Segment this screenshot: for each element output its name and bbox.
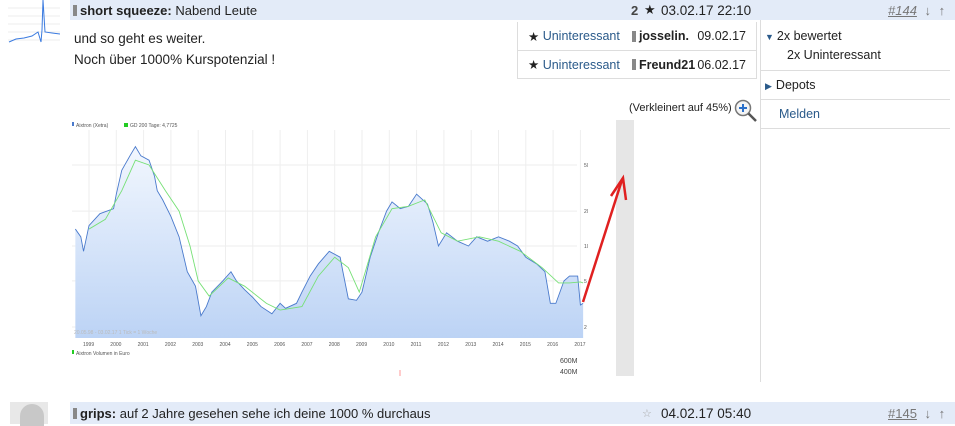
- post-author[interactable]: grips:: [80, 405, 117, 421]
- rating-label: Uninteressant: [542, 29, 620, 43]
- legend-price-swatch: [72, 122, 74, 126]
- rating-date: 06.02.17: [697, 57, 746, 72]
- prev-post-arrow[interactable]: ↑: [938, 2, 946, 18]
- next-post-arrow[interactable]: ↓: [924, 2, 932, 18]
- post-text-line: Noch über 1000% Kurspotenzial !: [74, 52, 276, 67]
- depots-label: Depots: [775, 78, 816, 92]
- year-tick: 2016: [547, 342, 558, 348]
- rating-row: ★ Uninteressant josselin. 09.02.17: [518, 22, 756, 50]
- moving-average-line: [88, 159, 584, 311]
- user-status-icon: [632, 30, 636, 42]
- red-arrow-annotation: [581, 174, 628, 303]
- caret-right-icon: ▶: [765, 81, 772, 91]
- caret-down-icon: ▼: [765, 32, 774, 42]
- year-tick: 2014: [493, 342, 504, 348]
- rated-detail: 2x Uninteressant: [787, 48, 881, 62]
- year-tick: 2005: [247, 342, 258, 348]
- ratings-toggle[interactable]: ▼ 2x bewertet: [765, 27, 950, 46]
- year-tick: 2004: [220, 342, 231, 348]
- rating-date: 09.02.17: [697, 29, 746, 43]
- post-sidebar: ▼ 2x bewertet 2x Uninteressant ▶ Depots Me…: [760, 20, 950, 382]
- y-tick: 20: [584, 209, 588, 215]
- image-scale-note: (Verkleinert auf 45%): [629, 102, 732, 114]
- year-tick: 2010: [383, 342, 394, 348]
- post-header: grips: auf 2 Jahre gesehen sehe ich dein…: [70, 402, 955, 424]
- report-link[interactable]: Melden: [761, 100, 950, 129]
- ratings-table: ★ Uninteressant josselin. 09.02.17 ★ Uni…: [517, 22, 757, 79]
- legend-ma: GD 200 Tage: 4,7725: [130, 123, 178, 129]
- rating-row: ★ Uninteressant Freund21 06.02.17: [518, 50, 756, 78]
- star-outline-icon[interactable]: ☆: [642, 407, 652, 420]
- year-tick: 2011: [411, 342, 422, 348]
- prev-post-arrow[interactable]: ↑: [938, 405, 946, 421]
- vol-tick: 600M: [560, 358, 578, 365]
- next-post-arrow[interactable]: ↓: [924, 405, 932, 421]
- post-timestamp: 03.02.17 22:10: [661, 2, 752, 18]
- year-tick: 2003: [192, 342, 203, 348]
- year-tick: 2013: [465, 342, 476, 348]
- post-author[interactable]: short squeeze:: [80, 2, 172, 18]
- rated-label: 2x bewertet: [776, 29, 842, 43]
- stock-chart-image: Aixtron (Xetra) GD 200 Tage: 4,7725 20.0…: [72, 122, 588, 376]
- rating-label: Uninteressant: [542, 57, 620, 72]
- y-tick: 50: [584, 163, 588, 169]
- rating-user[interactable]: josselin.: [638, 29, 689, 43]
- post-timestamp: 04.02.17 05:40: [661, 405, 752, 421]
- year-tick: 2000: [110, 342, 121, 348]
- legend-price: Aixtron (Xetra): [76, 123, 109, 129]
- post-number-link[interactable]: #145: [888, 405, 917, 421]
- year-tick: 2001: [138, 342, 149, 348]
- post-header: short squeeze: Nabend Leute 2 ★ 03.02.17…: [70, 0, 955, 20]
- legend-ma-swatch: [124, 123, 128, 127]
- user-status-icon: [73, 407, 77, 419]
- user-avatar: [20, 404, 44, 426]
- price-line: [74, 145, 584, 318]
- year-tick: 2009: [356, 342, 367, 348]
- y-tick: 2: [584, 325, 587, 331]
- star-icon: ★: [528, 58, 540, 72]
- y-tick: 5: [584, 279, 587, 285]
- rating-count: 2: [631, 2, 639, 18]
- year-tick: 2007: [301, 342, 312, 348]
- vol-tick: 400M: [560, 369, 578, 376]
- year-tick: 2006: [274, 342, 285, 348]
- star-icon: ★: [528, 29, 540, 44]
- user-avatar-chart: [8, 0, 60, 43]
- year-tick: 2017: [574, 342, 585, 348]
- user-status-icon: [73, 4, 77, 16]
- user-status-icon: [632, 59, 636, 70]
- range-note: 20.05.98 - 03.02.17 1 Tick = 1 Woche: [74, 330, 157, 336]
- year-tick: 2012: [438, 342, 449, 348]
- post-body: und so geht es weiter. Noch über 1000% K…: [74, 28, 275, 70]
- post-title: Nabend Leute: [175, 2, 258, 18]
- post-text-line: und so geht es weiter.: [74, 31, 206, 46]
- y-tick: 10: [584, 244, 588, 250]
- zoom-in-icon[interactable]: [734, 99, 758, 123]
- year-tick: 1999: [83, 342, 94, 348]
- post-number-link[interactable]: #144: [888, 2, 917, 18]
- star-icon[interactable]: ★: [644, 2, 656, 17]
- rating-user[interactable]: Freund21: [638, 57, 696, 72]
- year-tick: 2015: [520, 342, 531, 348]
- year-tick: 2008: [329, 342, 340, 348]
- depots-toggle[interactable]: ▶ Depots: [761, 71, 950, 100]
- year-tick: 2002: [165, 342, 176, 348]
- post-title: auf 2 Jahre gesehen sehe ich deine 1000 …: [119, 405, 431, 421]
- volume-label: Aixtron Volumen in Euro: [76, 351, 130, 357]
